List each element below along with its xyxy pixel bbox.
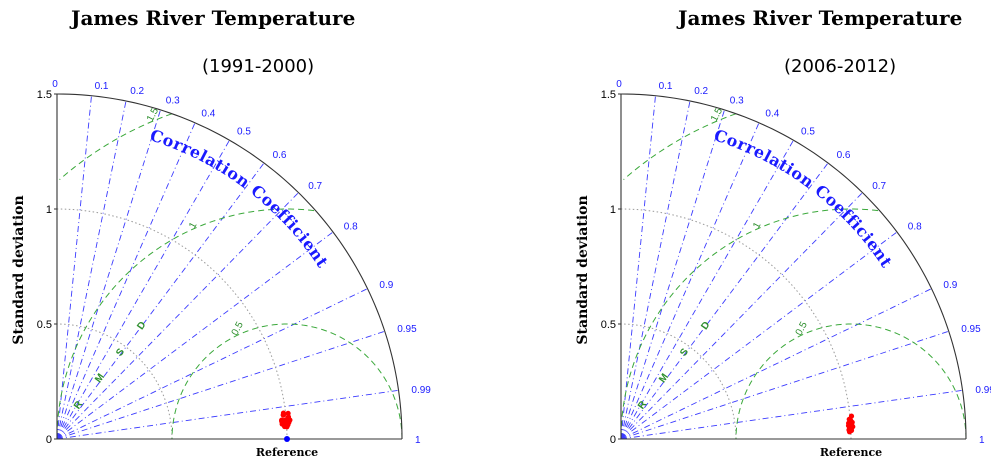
- std-tick-label: 1.5: [37, 89, 52, 101]
- correlation-line: [620, 192, 863, 440]
- correlation-tick-label: 0.5: [237, 127, 251, 138]
- outer-arc: [56, 93, 403, 440]
- correlation-line: [620, 330, 949, 440]
- rmsd-tick-label: 1.5: [709, 106, 725, 124]
- correlation-tick-label: 0.3: [730, 95, 744, 106]
- outer-arc: [620, 93, 967, 440]
- data-point: [285, 415, 291, 421]
- correlation-tick-label: 0.4: [201, 109, 215, 120]
- correlation-line: [56, 109, 161, 440]
- correlation-tick-label: 0.99: [975, 385, 991, 396]
- correlation-tick-label: 0.5: [801, 127, 815, 138]
- correlation-tick-label: 0: [52, 79, 58, 90]
- rmsd-axis-letter: M: [93, 372, 107, 385]
- correlation-line: [620, 162, 829, 440]
- correlation-line: [620, 100, 691, 440]
- correlation-tick-label: 0.9: [379, 280, 393, 291]
- std-tick-label: 0.5: [37, 319, 52, 331]
- correlation-tick-label: 0: [616, 79, 622, 90]
- rmsd-contour: [59, 113, 173, 180]
- data-point: [280, 412, 286, 418]
- correlation-line: [620, 389, 963, 440]
- correlation-line: [56, 95, 92, 440]
- rmsd-contour: [171, 323, 403, 440]
- correlation-line: [56, 389, 399, 440]
- rmsd-axis-letter: D: [135, 320, 148, 332]
- rmsd-tick-label: 1: [187, 220, 200, 230]
- correlation-line: [620, 139, 794, 440]
- correlation-tick-label: 0.6: [273, 150, 287, 161]
- correlation-tick-label: 0.4: [765, 109, 779, 120]
- correlation-tick-label: 0.2: [694, 86, 708, 97]
- std-tick-label: 1.5: [601, 89, 616, 101]
- correlation-line: [56, 192, 299, 440]
- data-point: [284, 424, 290, 430]
- correlation-tick-label: 0.95: [961, 324, 981, 335]
- correlation-line: [56, 330, 385, 440]
- correlation-line: [56, 288, 368, 440]
- std-gridline: [56, 208, 288, 440]
- correlation-tick-label: 0.1: [95, 81, 109, 92]
- rmsd-tick-label: 0.5: [794, 320, 810, 338]
- correlation-line: [56, 162, 265, 440]
- reference-point: [284, 436, 290, 442]
- std-gridline: [620, 208, 852, 440]
- correlation-line: [56, 100, 127, 440]
- std-gridline: [56, 323, 173, 440]
- correlation-line: [620, 95, 656, 440]
- correlation-line: [56, 139, 230, 440]
- correlation-tick-label: 1: [979, 435, 985, 446]
- correlation-label-path: [149, 140, 348, 324]
- correlation-tick-label: 0.99: [411, 385, 431, 396]
- chart-subtitle: (2006-2012): [784, 56, 897, 77]
- correlation-line: [620, 231, 898, 440]
- rmsd-tick-label: 1.5: [145, 106, 161, 124]
- correlation-line: [620, 109, 725, 440]
- correlation-line: [620, 288, 932, 440]
- std-gridline: [620, 323, 737, 440]
- chart-title: James River Temperature: [71, 6, 356, 30]
- std-tick-label: 0.5: [601, 319, 616, 331]
- std-tick-label: 0: [610, 434, 616, 446]
- correlation-tick-label: 0.1: [659, 81, 673, 92]
- std-tick-label: 1: [610, 204, 616, 216]
- rmsd-axis-letter: D: [699, 320, 712, 332]
- rmsd-contour: [735, 323, 967, 440]
- std-tick-label: 0: [46, 434, 52, 446]
- rmsd-axis-letter: M: [657, 372, 671, 385]
- correlation-tick-label: 0.6: [837, 150, 851, 161]
- rmsd-contour: [620, 208, 879, 440]
- correlation-tick-label: 1: [415, 435, 421, 446]
- rmsd-contour: [623, 113, 737, 180]
- std-tick-label: 1: [46, 204, 52, 216]
- correlation-label-path: [713, 140, 912, 324]
- correlation-line: [620, 122, 760, 440]
- y-axis-label: Standard deviation: [11, 195, 27, 344]
- correlation-line: [56, 231, 334, 440]
- correlation-tick-label: 0.7: [308, 181, 322, 192]
- rmsd-tick-label: 0.5: [230, 320, 246, 338]
- correlation-tick-label: 0.9: [943, 280, 957, 291]
- y-axis-label: Standard deviation: [575, 195, 591, 344]
- correlation-tick-label: 0.2: [130, 86, 144, 97]
- correlation-tick-label: 0.7: [872, 181, 886, 192]
- correlation-tick-label: 0.8: [908, 221, 922, 232]
- chart-subtitle: (1991-2000): [202, 56, 315, 77]
- data-point: [850, 424, 856, 430]
- x-axis-label: Reference: [820, 446, 882, 459]
- data-point: [846, 429, 853, 435]
- correlation-tick-label: 0.95: [397, 324, 417, 335]
- chart-title: James River Temperature: [678, 6, 963, 30]
- rmsd-contour: [56, 208, 315, 440]
- data-point: [285, 410, 291, 416]
- correlation-tick-label: 0.3: [166, 95, 180, 106]
- rmsd-tick-label: 1: [751, 220, 764, 230]
- x-axis-label: Reference: [256, 446, 318, 459]
- correlation-line: [56, 122, 196, 440]
- correlation-tick-label: 0.8: [344, 221, 358, 232]
